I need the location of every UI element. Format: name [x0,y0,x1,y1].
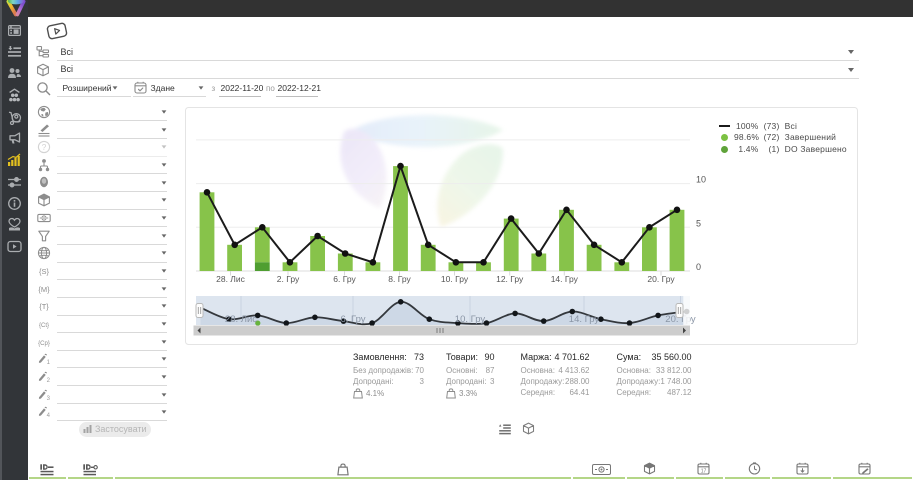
svg-text:5: 5 [696,219,701,229]
svg-text:4: 4 [46,413,50,419]
svg-text:17: 17 [701,469,707,475]
svg-text:{T}: {T} [39,302,49,311]
svg-text:{M}: {M} [38,285,50,294]
svg-text:1: 1 [46,360,50,366]
svg-text:10: 10 [696,175,706,185]
svg-text:2: 2 [46,378,50,384]
svg-text:28. Лис: 28. Лис [225,314,257,325]
svg-text:6. Гру: 6. Гру [340,314,365,325]
svg-text:0: 0 [696,262,701,272]
svg-text:20. Гру: 20. Гру [665,314,696,325]
svg-text:14. Гру: 14. Гру [569,314,600,325]
svg-text:?: ? [41,142,46,152]
svg-text:{Cp}: {Cp} [38,341,50,347]
svg-text:{Ct}: {Ct} [38,323,48,329]
svg-text:10. Гру: 10. Гру [455,314,486,325]
svg-text:3: 3 [46,396,50,402]
svg-text:{S}: {S} [38,267,49,276]
